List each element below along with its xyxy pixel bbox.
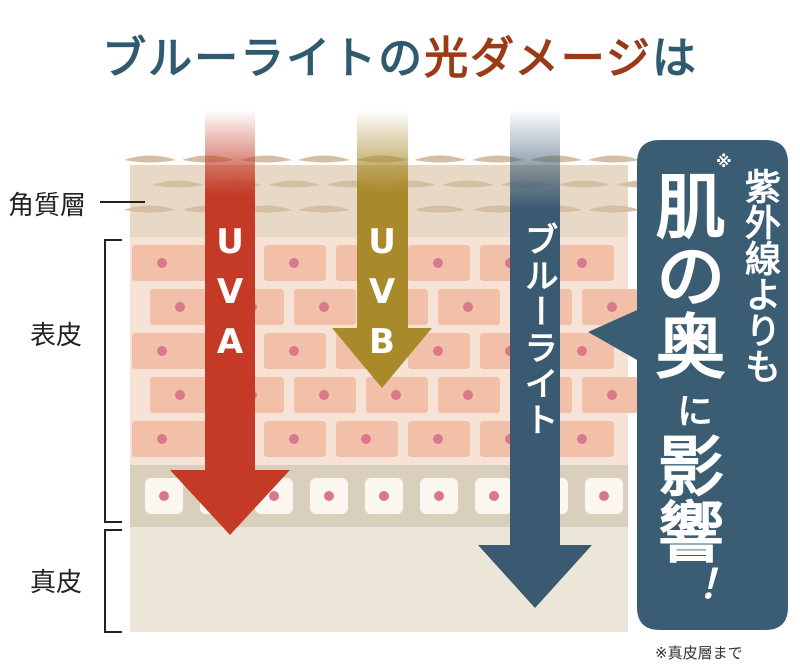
nucleus (463, 390, 473, 400)
footnote: ※真皮層まで (655, 644, 743, 662)
nucleus (289, 434, 299, 444)
bracket (104, 239, 122, 523)
nucleus (434, 491, 444, 501)
title-text: ブルーライトの (102, 33, 425, 84)
flake (414, 155, 466, 163)
nucleus (577, 258, 587, 268)
flake (442, 180, 494, 188)
nucleus (361, 434, 371, 444)
note-mark: ※ (716, 152, 732, 171)
flake (124, 205, 176, 213)
arrow-label: UVB (362, 222, 402, 372)
nucleus (489, 491, 499, 501)
nucleus (607, 390, 617, 400)
arrow-label: UVA (210, 222, 250, 372)
title-text: は (651, 33, 698, 84)
nucleus (269, 491, 279, 501)
nucleus (289, 346, 299, 356)
callout-box (588, 140, 788, 630)
title: ブルーライトの光ダメージは (0, 22, 800, 86)
arrow-label: ブルーライト (518, 222, 558, 438)
flake (558, 180, 610, 188)
nucleus (157, 434, 167, 444)
nucleus (289, 258, 299, 268)
nucleus (433, 346, 443, 356)
callout-text: 紫外線よりも (739, 168, 780, 384)
layer-label: 表皮 (30, 321, 83, 351)
nucleus (391, 390, 401, 400)
nucleus (319, 390, 329, 400)
callout-text: に (671, 392, 712, 428)
callout-emphasis: 肌の奥 (644, 170, 726, 380)
nucleus (379, 491, 389, 501)
flake (298, 205, 350, 213)
nucleus (319, 302, 329, 312)
flake (124, 155, 176, 163)
flake (588, 205, 640, 213)
nucleus (175, 302, 185, 312)
nucleus (577, 346, 587, 356)
nucleus (157, 346, 167, 356)
nucleus (599, 491, 609, 501)
callout-emphasis: 影響 (647, 432, 724, 564)
uva-arrow (170, 110, 290, 535)
flake (414, 205, 466, 213)
title-emphasis: 光ダメージ (424, 33, 652, 84)
flake (152, 180, 204, 188)
bracket (104, 529, 122, 633)
flake (588, 155, 640, 163)
layer-label: 真皮 (30, 568, 83, 598)
nucleus (324, 491, 334, 501)
nucleus (433, 258, 443, 268)
nucleus (157, 258, 167, 268)
flake (298, 155, 350, 163)
callout-text: ！ (671, 566, 717, 606)
nucleus (463, 302, 473, 312)
flake (268, 180, 320, 188)
nucleus (577, 434, 587, 444)
nucleus (433, 434, 443, 444)
bluelight-arrow (478, 110, 592, 608)
layer-label: 角質層 (8, 191, 87, 221)
nucleus (175, 390, 185, 400)
uvb-arrow (332, 110, 432, 388)
nucleus (159, 491, 169, 501)
nucleus (607, 302, 617, 312)
